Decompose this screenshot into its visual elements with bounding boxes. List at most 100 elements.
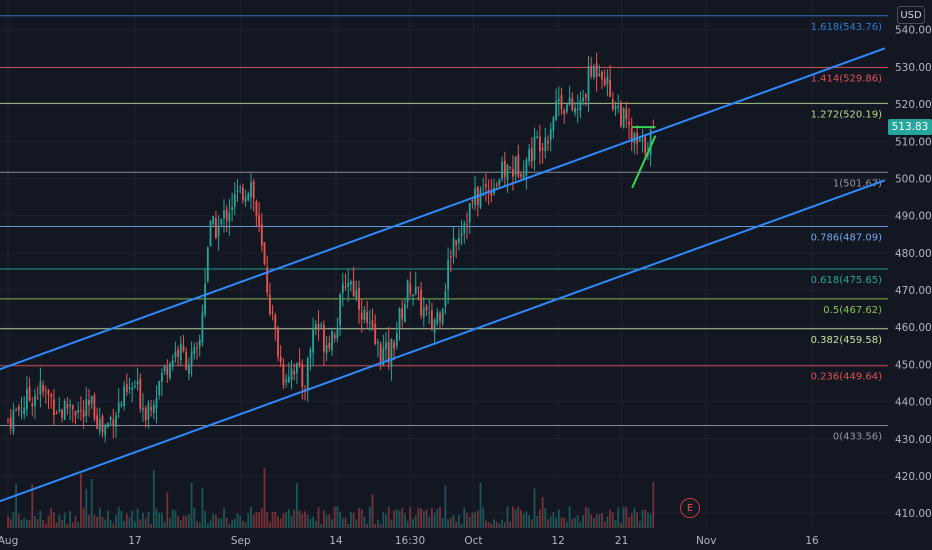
candle-body	[179, 343, 182, 360]
candle-body	[44, 389, 47, 391]
candle-body	[228, 212, 231, 222]
candle-body	[433, 320, 436, 333]
candle-body	[171, 360, 174, 367]
volume-bar	[360, 509, 363, 528]
currency-selector[interactable]: USD	[897, 6, 925, 24]
time-axis[interactable]: Aug 17 Sep 14 16:30 Oct 12 21 Nov 16	[0, 528, 932, 550]
volume-bar	[128, 517, 131, 528]
candle-body	[144, 407, 147, 421]
candle-body	[609, 80, 612, 97]
triangle-drawing[interactable]	[631, 126, 657, 189]
candle-body	[341, 283, 344, 293]
candle-body	[333, 335, 336, 339]
candle-body	[260, 223, 263, 246]
volume-bar	[382, 511, 385, 528]
volume-bar	[115, 515, 117, 528]
volume-bar	[449, 518, 452, 528]
fib-level-label: 0.786(487.09)	[811, 232, 883, 243]
fib-level-label: 0.236(449.64)	[811, 372, 883, 383]
volume-bar	[285, 512, 288, 528]
volume-bar	[290, 516, 293, 528]
volume-bar	[39, 510, 42, 528]
price-tick-label: 500.00	[895, 173, 932, 185]
volume-bar	[17, 514, 20, 528]
channel-line[interactable]	[0, 179, 886, 503]
candle-body	[455, 240, 458, 246]
candle-body	[547, 140, 549, 144]
candle-body	[387, 341, 390, 364]
candle-body	[239, 186, 242, 188]
candle-body	[80, 410, 82, 412]
volume-bar	[271, 511, 274, 528]
candle-body	[368, 322, 371, 324]
volume-bar	[12, 511, 15, 528]
candle-body	[258, 215, 261, 227]
volume-bar	[466, 512, 468, 528]
candle-body	[347, 282, 350, 288]
volume-bar	[547, 519, 549, 528]
candle-body	[9, 417, 12, 429]
volume-bar	[217, 518, 220, 528]
volume-bar	[552, 512, 555, 528]
volume-bar	[385, 514, 387, 528]
price-tick-label: 420.00	[895, 471, 932, 483]
volume-bar	[188, 514, 190, 528]
trend-channel[interactable]	[0, 47, 886, 503]
volume-bar	[61, 519, 63, 528]
volume-bar	[506, 506, 509, 528]
volume-bar	[366, 523, 369, 528]
volume-bar	[431, 507, 433, 528]
volume-bar	[204, 510, 207, 528]
volume-bar	[609, 509, 612, 528]
candle-body	[458, 237, 460, 244]
volume-bar	[298, 510, 301, 528]
volume-bar	[293, 509, 296, 528]
candle-body	[579, 100, 582, 111]
candle-body	[385, 342, 387, 349]
volume-bar	[579, 521, 582, 528]
volume-bar	[206, 523, 209, 528]
candle-body	[104, 426, 107, 436]
volume-bar	[363, 516, 366, 528]
candle-body	[649, 130, 652, 156]
earnings-marker-icon[interactable]: E	[680, 498, 700, 518]
candle-body	[360, 312, 363, 320]
time-tick-label: 16:30	[395, 535, 425, 547]
volume-bar	[590, 514, 593, 528]
candle-body	[574, 107, 576, 113]
candle-body	[169, 363, 171, 379]
volume-bar	[422, 510, 425, 528]
candle-body	[250, 182, 252, 197]
candle-body	[366, 312, 369, 323]
triangle-line[interactable]	[631, 135, 657, 189]
volume-bar	[169, 518, 171, 528]
candle-body	[584, 94, 587, 98]
volume-bar	[177, 516, 180, 528]
volume-bar	[150, 523, 153, 528]
candle-body	[269, 294, 271, 315]
candle-body	[441, 309, 444, 324]
volume-bars	[7, 467, 655, 528]
candle-body	[112, 419, 115, 426]
volume-bar	[190, 482, 193, 528]
candle-body	[447, 259, 450, 290]
candle-body	[449, 256, 452, 258]
channel-line[interactable]	[0, 47, 886, 371]
volume-bar	[109, 519, 112, 528]
candle-body	[590, 66, 593, 77]
volume-bar	[652, 481, 655, 528]
candle-body	[328, 343, 331, 349]
candle-body	[220, 218, 223, 224]
volume-bar	[34, 515, 36, 528]
volume-bar	[595, 514, 598, 528]
price-axis[interactable]: 410.00 420.00 430.00 440.00 450.00 460.00 470.…	[888, 0, 932, 550]
volume-bar	[544, 508, 547, 528]
fib-level-label: 0.382(459.58)	[811, 335, 883, 346]
candle-body	[204, 283, 207, 315]
candle-body	[190, 351, 193, 366]
candle-body	[53, 399, 55, 416]
fib-level-label: 0.618(475.65)	[811, 275, 883, 286]
candle-body	[271, 311, 274, 313]
candle-body	[566, 104, 568, 112]
